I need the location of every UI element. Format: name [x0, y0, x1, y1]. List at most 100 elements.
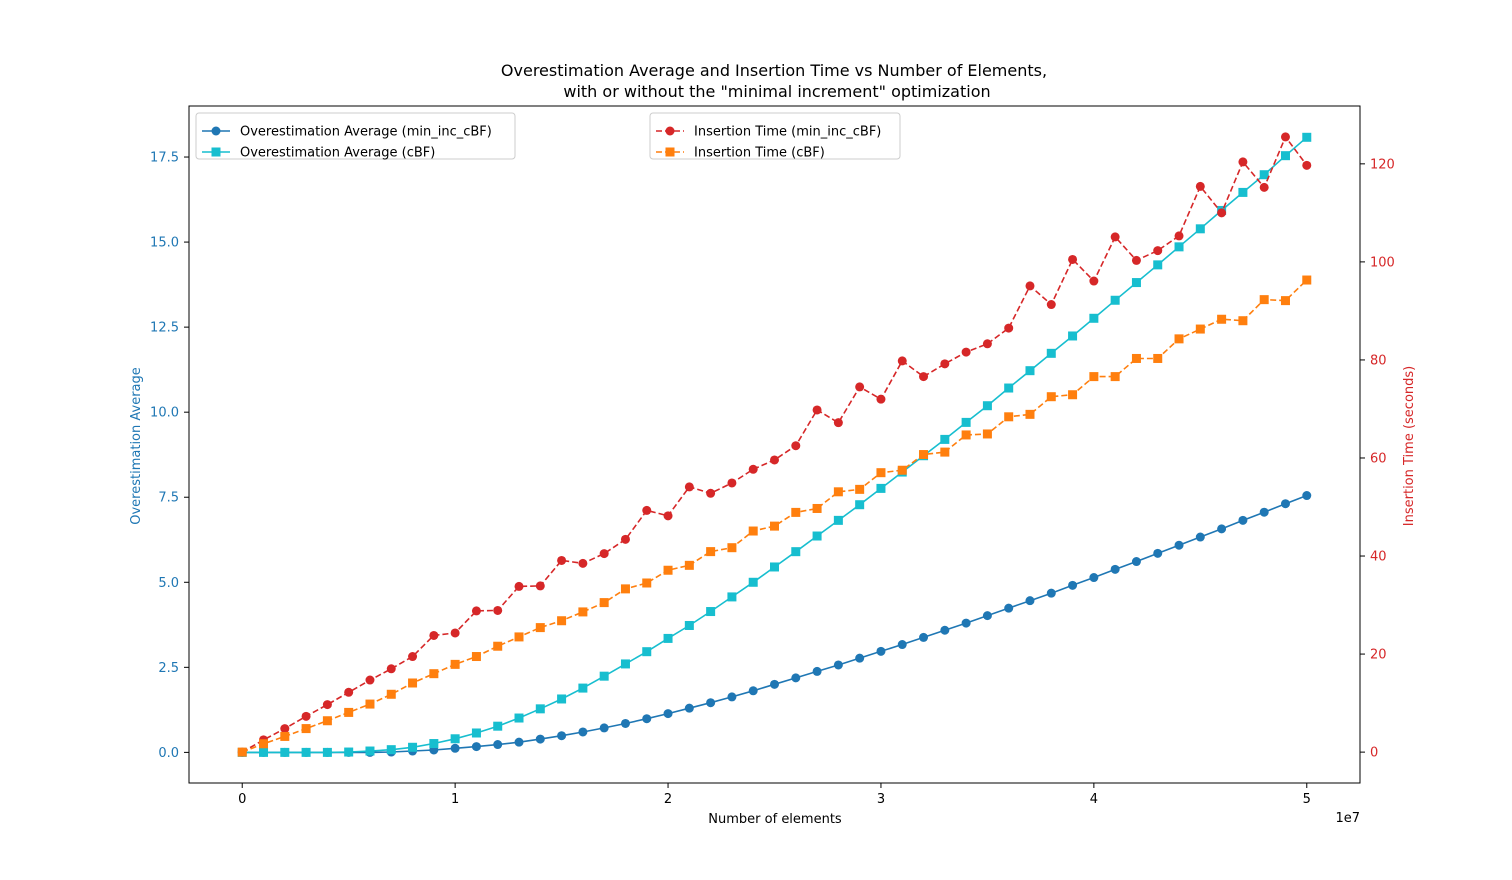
data-point [1195, 224, 1205, 234]
legend-left: Overestimation Average (min_inc_cBF) Over… [195, 112, 516, 161]
y-right-tick-label: 40 [1370, 550, 1387, 565]
data-point [876, 468, 886, 478]
data-point [642, 505, 652, 515]
data-point [578, 558, 588, 568]
data-point [1302, 491, 1312, 501]
data-point [322, 700, 332, 710]
data-point [1131, 278, 1141, 288]
data-point [578, 683, 588, 693]
legend-right: Insertion Time (min_inc_cBF) Insertion Ti… [649, 112, 901, 161]
x-axis-offset-label: 1e7 [1335, 811, 1360, 826]
data-point [450, 659, 460, 669]
legend-label: Overestimation Average (min_inc_cBF) [240, 125, 492, 140]
x-tick-label: 0 [238, 792, 246, 807]
data-point [1046, 588, 1056, 598]
data-point [833, 418, 843, 428]
data-point [1238, 187, 1248, 197]
data-point [1238, 515, 1248, 525]
data-point [1217, 524, 1227, 534]
data-point [1110, 232, 1120, 242]
data-point [833, 660, 843, 670]
data-point [748, 464, 758, 474]
data-point [1004, 383, 1014, 393]
data-point [365, 746, 375, 756]
data-point [961, 417, 971, 427]
data-point [961, 347, 971, 357]
data-point [408, 652, 418, 662]
data-point [855, 500, 865, 510]
data-point [301, 724, 311, 734]
data-point [833, 515, 843, 525]
data-point [1195, 324, 1205, 334]
axes: 0 1 2 3 4 5 0.0 2.5 5.0 7.5 10.0 12.5 15.0 17.5 0 20 40 6… [150, 105, 1395, 807]
data-point [706, 607, 716, 617]
data-point [344, 687, 354, 697]
data-point [727, 692, 737, 702]
x-axis-label: Number of elements [708, 812, 842, 827]
data-point [1302, 275, 1312, 285]
data-point [1068, 254, 1078, 264]
data-point [493, 740, 503, 750]
plot-frame [188, 105, 1361, 784]
data-point [919, 632, 929, 642]
data-point [1025, 366, 1035, 376]
y-right-tick-label: 80 [1370, 353, 1387, 368]
data-point [727, 543, 737, 553]
data-point [1174, 540, 1184, 550]
data-point [1217, 314, 1227, 324]
y-right-tick-label: 120 [1370, 157, 1395, 172]
data-point [535, 623, 545, 633]
data-point [1068, 580, 1078, 590]
data-point [1174, 242, 1184, 252]
y-left-tick-label: 12.5 [150, 321, 179, 336]
data-point [1153, 353, 1163, 363]
data-point [919, 450, 929, 460]
data-point [919, 372, 929, 382]
data-point [748, 686, 758, 696]
data-point [706, 547, 716, 557]
data-point [493, 605, 503, 615]
data-point [770, 521, 779, 531]
data-point [1280, 499, 1290, 509]
data-point [940, 434, 950, 444]
y-right-tick-label: 100 [1370, 255, 1395, 270]
data-point [684, 482, 694, 492]
data-point [727, 592, 737, 602]
data-point [471, 728, 481, 738]
data-point [706, 698, 716, 708]
data-point [599, 598, 609, 608]
y-left-tick-label: 0.0 [158, 746, 179, 761]
data-point [1110, 372, 1120, 382]
series-3 [237, 275, 1312, 757]
data-point [1259, 295, 1269, 305]
data-point [1302, 160, 1312, 170]
chart-title-line2: with or without the "minimal increment" … [563, 82, 990, 101]
data-point [642, 714, 652, 724]
data-point [493, 641, 503, 651]
data-point [1089, 573, 1099, 583]
data-point [1131, 255, 1141, 265]
data-point [259, 739, 269, 749]
data-point [876, 646, 886, 656]
data-point [386, 664, 396, 674]
data-point [1153, 246, 1163, 256]
data-point [450, 743, 460, 753]
data-point [557, 731, 567, 741]
data-point [1025, 596, 1035, 606]
data-point [471, 742, 481, 752]
data-point [1089, 313, 1099, 323]
data-point [897, 640, 907, 650]
data-point [1302, 132, 1312, 142]
data-point [663, 511, 673, 521]
data-point [642, 578, 652, 588]
data-point [535, 734, 545, 744]
data-point [386, 689, 396, 699]
data-point [535, 581, 545, 591]
data-point [535, 704, 545, 714]
data-point [620, 659, 630, 669]
y-right-tick-label: 0 [1370, 746, 1378, 761]
data-point [897, 356, 907, 366]
data-point [408, 742, 418, 752]
data-point [1110, 295, 1120, 305]
